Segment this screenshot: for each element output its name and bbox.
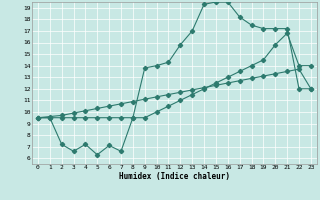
X-axis label: Humidex (Indice chaleur): Humidex (Indice chaleur) (119, 172, 230, 181)
